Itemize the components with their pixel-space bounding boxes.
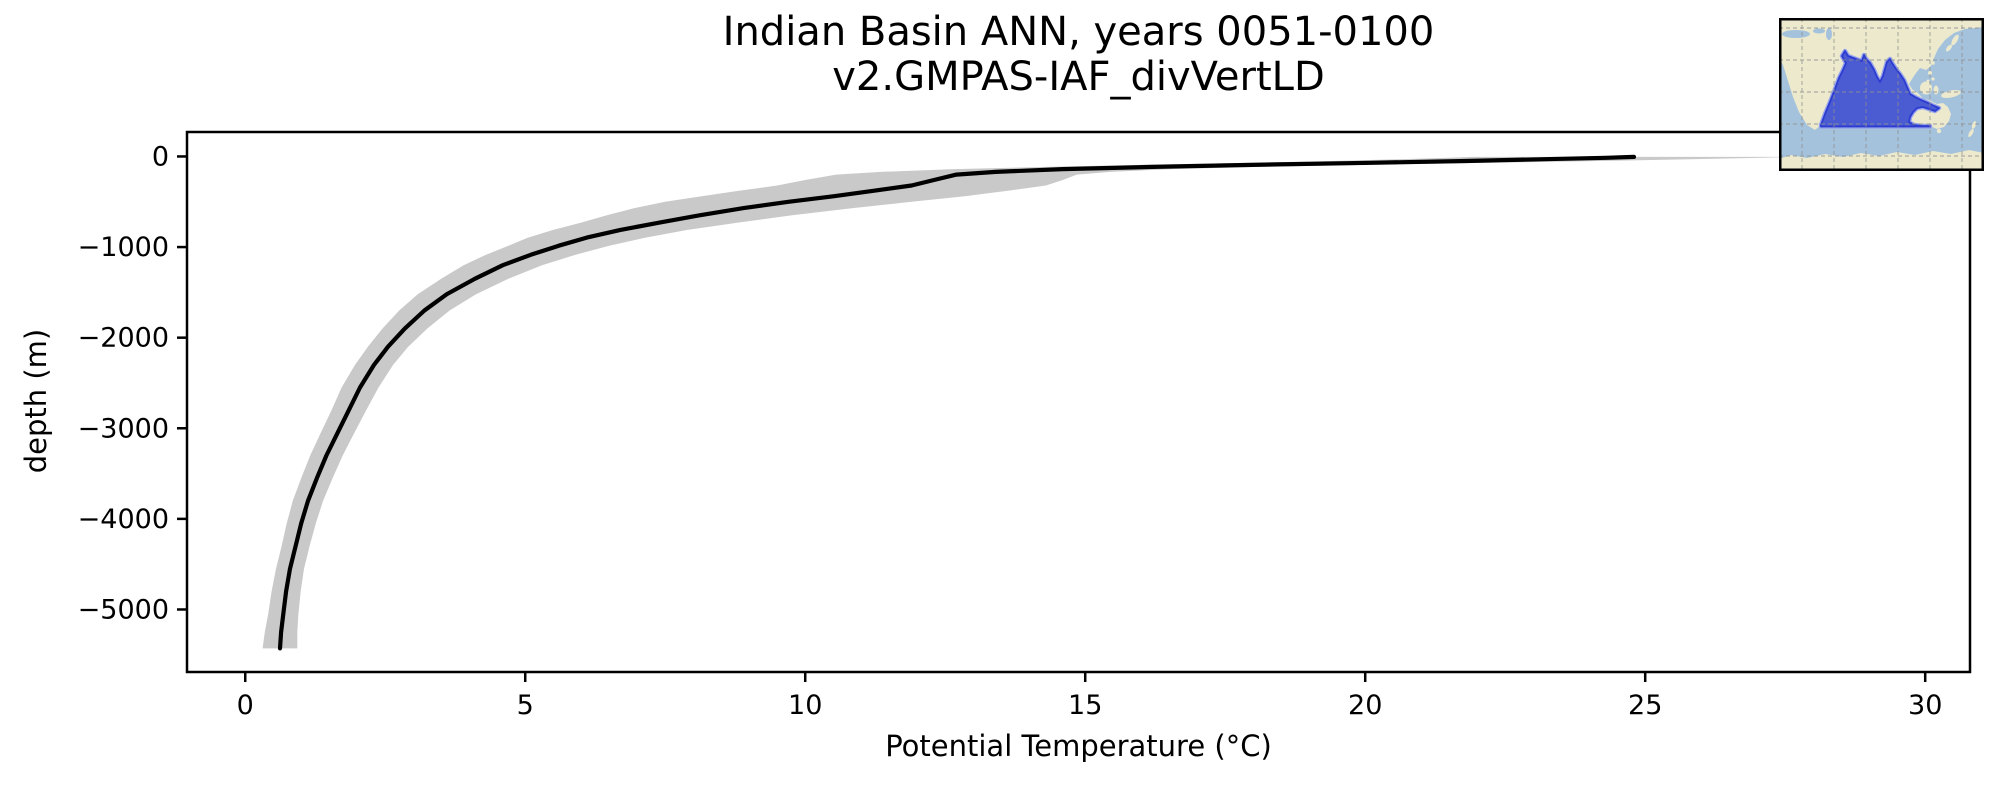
map-mediterranean-sea	[1782, 30, 1810, 38]
x-tick-label: 20	[1348, 690, 1382, 721]
y-tick-label: 0	[152, 141, 169, 172]
map-japan-south	[1946, 44, 1952, 52]
map-new-zealand-south	[1968, 129, 1974, 137]
map-japan	[1951, 34, 1959, 46]
chart-title: Indian Basin ANN, years 0051-0100	[722, 9, 1435, 55]
map-landmass-antarctica	[1779, 150, 1984, 171]
title-block: Indian Basin ANN, years 0051-0100 v2.GMP…	[187, 10, 1970, 100]
map-philippines-2	[1931, 77, 1935, 81]
map-black-sea	[1813, 28, 1825, 34]
x-tick-label: 0	[237, 690, 254, 721]
map-sulawesi	[1933, 85, 1939, 95]
std-band	[262, 156, 1797, 649]
y-tick-label: −1000	[78, 232, 169, 263]
x-tick-label: 30	[1908, 690, 1942, 721]
map-taiwan	[1931, 61, 1935, 65]
plot-frame	[185, 130, 1972, 674]
map-new-zealand-north	[1971, 121, 1977, 129]
basin-highlight	[1820, 50, 1940, 128]
y-axis-label: depth (m)	[19, 328, 53, 474]
y-tick-label: −5000	[78, 594, 169, 625]
map-caspian-sea	[1826, 28, 1832, 40]
indian-basin-inset-map	[1779, 18, 1984, 171]
x-axis-label: Potential Temperature (°C)	[885, 729, 1272, 763]
temperature-profile-line	[277, 154, 1637, 651]
y-tick-label: −3000	[78, 413, 169, 444]
map-philippines-1	[1928, 71, 1932, 75]
map-borneo	[1920, 81, 1932, 95]
y-tick-label: −4000	[78, 504, 169, 535]
y-tick-label: −2000	[78, 323, 169, 354]
map-tasmania	[1936, 128, 1942, 134]
map-gridlines	[1779, 18, 1984, 171]
map-philippines-3	[1926, 79, 1930, 83]
map-border	[1779, 18, 1984, 171]
x-tick-label: 5	[517, 690, 534, 721]
x-tick-label: 15	[1068, 690, 1102, 721]
x-tick-label: 25	[1628, 690, 1662, 721]
x-tick-label: 10	[788, 690, 822, 721]
chart-subtitle: v2.GMPAS-IAF_divVertLD	[832, 54, 1325, 100]
